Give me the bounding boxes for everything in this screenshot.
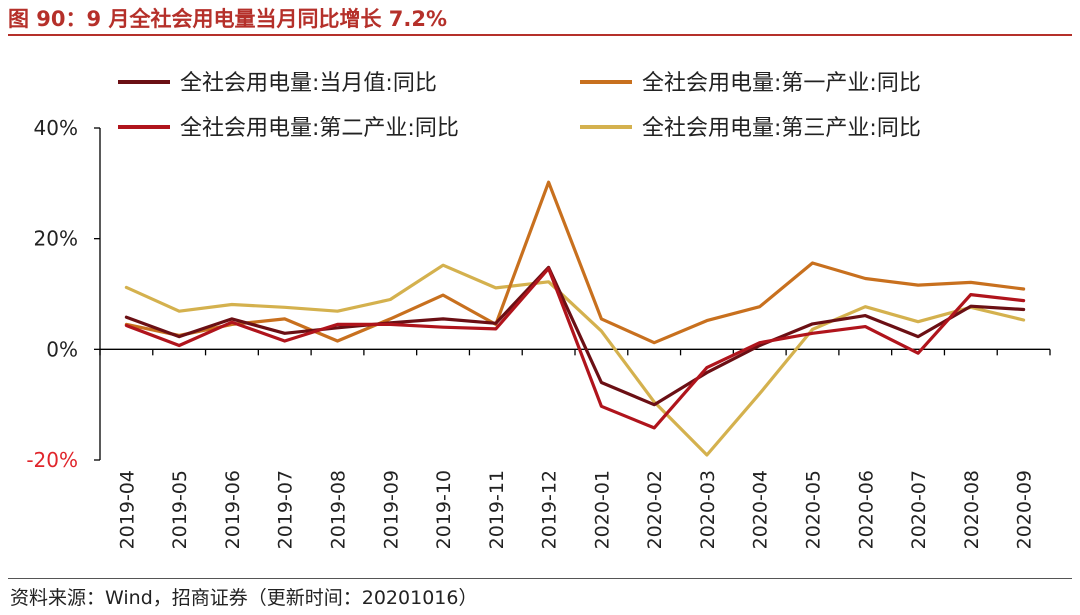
series-line — [124, 266, 1026, 430]
source-note: 资料来源：Wind，招商证券（更新时间：20201016） — [10, 587, 478, 609]
legend-item: 全社会用电量:第一产业:同比 — [580, 71, 921, 96]
legend-item: 全社会用电量:第三产业:同比 — [580, 116, 921, 141]
x-tick-label: 2020-06 — [855, 470, 877, 549]
x-axis: 2019-04 2019-05 2019-06 2019-07 2019-08 2019-… — [99, 348, 1051, 549]
title-divider — [8, 34, 1072, 36]
x-tick-label: 2019-07 — [275, 470, 297, 549]
legend-label: 全社会用电量:第一产业:同比 — [642, 71, 921, 96]
x-tick-label: 2019-09 — [380, 470, 402, 549]
legend-label: 全社会用电量:当月值:同比 — [180, 71, 437, 96]
x-tick-label: 2019-10 — [433, 470, 455, 549]
x-tick-label: 2019-08 — [328, 470, 350, 549]
y-tick-label: 20% — [34, 227, 78, 251]
x-tick-label: 2020-01 — [591, 470, 613, 549]
legend-label: 全社会用电量:第三产业:同比 — [642, 116, 921, 141]
x-tick-label: 2019-04 — [116, 470, 138, 549]
x-tick-label: 2019-06 — [222, 470, 244, 549]
y-axis: -20% 0% 20% 40% — [26, 116, 101, 472]
x-tick-label: 2020-07 — [908, 470, 930, 549]
series-line — [124, 265, 1026, 407]
series-line — [124, 263, 1026, 457]
x-tick-label: 2020-05 — [803, 470, 825, 549]
series-layer — [124, 180, 1026, 457]
x-tick-label: 2020-04 — [750, 470, 772, 549]
series-line — [124, 180, 1026, 345]
y-tick-label: -20% — [26, 448, 78, 472]
x-tick-label: 2020-02 — [644, 470, 666, 549]
x-tick-label: 2019-11 — [486, 470, 508, 549]
x-tick-label: 2020-09 — [1014, 470, 1036, 549]
x-tick-label: 2020-03 — [697, 470, 719, 549]
source-divider — [8, 578, 1072, 579]
figure-title: 图 90：9 月全社会用电量当月同比增长 7.2% — [8, 7, 448, 31]
x-tick-label: 2020-08 — [961, 470, 983, 549]
legend-label: 全社会用电量:第二产业:同比 — [180, 116, 459, 141]
y-tick-label: 40% — [34, 116, 78, 140]
legend-item: 全社会用电量:第二产业:同比 — [118, 116, 459, 141]
line-chart: 全社会用电量:当月值:同比 全社会用电量:第一产业:同比全社会用电量:第二产业:同… — [26, 71, 1051, 549]
x-tick-label: 2019-12 — [539, 470, 561, 549]
chart-legend: 全社会用电量:当月值:同比 全社会用电量:第一产业:同比全社会用电量:第二产业:同… — [118, 71, 921, 141]
x-tick-label: 2019-05 — [169, 470, 191, 549]
y-tick-label: 0% — [46, 337, 78, 361]
legend-item: 全社会用电量:当月值:同比 — [118, 71, 437, 96]
